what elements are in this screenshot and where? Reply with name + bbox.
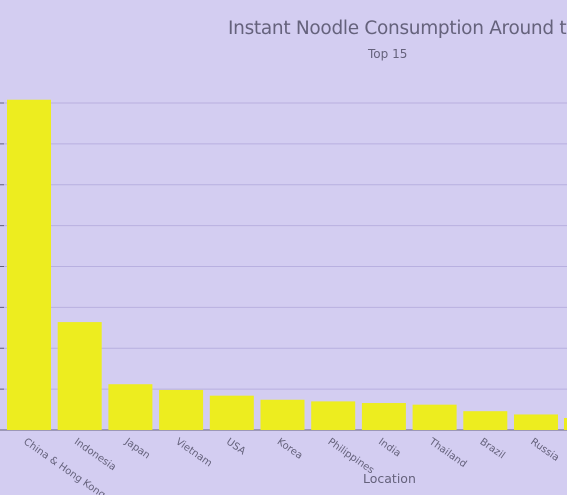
x-tick-label: Vietnam xyxy=(173,436,213,469)
bar[interactable] xyxy=(311,401,356,430)
x-axis-label: Location xyxy=(363,471,416,486)
x-tick-label: Russia xyxy=(528,436,561,463)
x-tick-label: Brazil xyxy=(478,436,507,461)
x-tick-label: Japan xyxy=(122,436,152,462)
x-tick-label: Korea xyxy=(275,436,305,461)
chart-subtitle: Top 15 xyxy=(368,47,408,61)
bar-partial xyxy=(564,418,567,430)
x-tick-label: Thailand xyxy=(426,436,468,470)
bar[interactable] xyxy=(514,414,558,430)
bar[interactable] xyxy=(108,384,153,430)
bar[interactable] xyxy=(361,403,406,430)
bar[interactable] xyxy=(412,404,457,430)
bar[interactable] xyxy=(159,389,204,430)
bar[interactable] xyxy=(463,411,508,430)
x-tick-label: USA xyxy=(224,436,247,457)
bar[interactable] xyxy=(57,322,102,430)
x-tick-label: China & Hong Kong xyxy=(21,436,107,495)
chart-title: Instant Noodle Consumption Around the Wo… xyxy=(228,18,567,39)
x-tick-label: Indonesia xyxy=(72,436,118,473)
x-tick-label: India xyxy=(376,436,402,459)
bar[interactable] xyxy=(7,99,51,430)
bar[interactable] xyxy=(209,395,254,430)
bar[interactable] xyxy=(260,399,305,430)
